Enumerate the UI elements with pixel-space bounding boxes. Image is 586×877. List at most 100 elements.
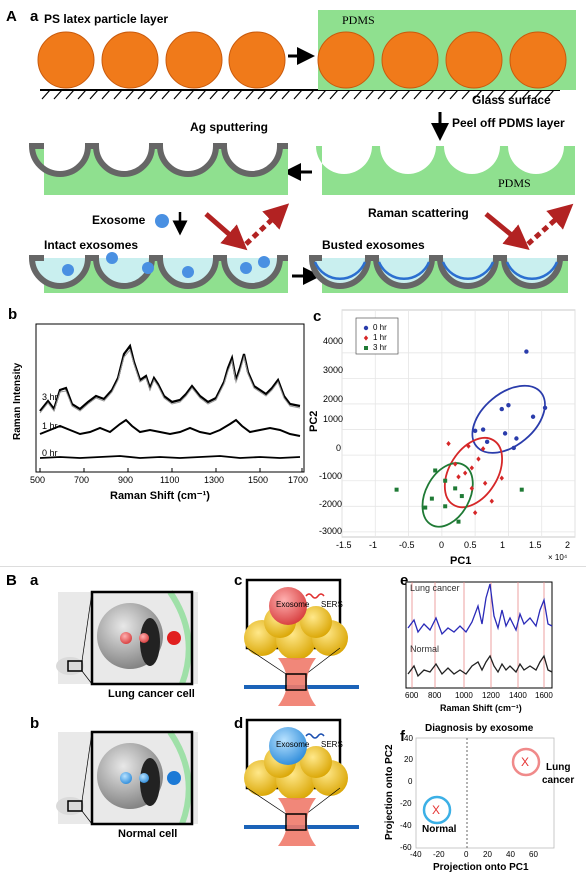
pca-point-0hr [542, 405, 548, 410]
f-xtick-0: 0 [464, 850, 469, 859]
f-normal-label: Normal [422, 824, 457, 835]
f-ylabel: Projection onto PC2 [384, 744, 395, 840]
pca-point-1hr [489, 498, 494, 504]
pca-ellipses [421, 384, 546, 528]
pca-point-3hr [459, 494, 464, 499]
pca-ytick-neg1000: -1000 [319, 471, 343, 481]
pca-ytick-1000: 1000 [323, 414, 344, 424]
lung-cancer-cell-illustration [56, 590, 198, 686]
f-xtick-60: 60 [529, 850, 538, 859]
f-ytick-neg60: -60 [400, 843, 412, 852]
pca-point-0hr [480, 427, 486, 432]
pca-point-1hr [480, 446, 486, 452]
pca-legend [355, 317, 399, 355]
pca-point-3hr [519, 487, 524, 492]
pca-point-0hr [484, 439, 490, 445]
subpanel-label-Bd: d [234, 715, 244, 732]
pca-point-3hr [429, 496, 434, 501]
pca-point-1hr [456, 474, 461, 480]
e-xtick-1200: 1200 [482, 691, 500, 700]
spectrum-lung-cancer [407, 583, 553, 636]
busted-exosome-film [313, 261, 559, 280]
peel-off-label: Peel off PDMS layer [452, 116, 565, 130]
spectrum-0hr [39, 455, 301, 459]
legend-3hr: 3 hr [373, 343, 387, 352]
pca-point-3hr [453, 486, 458, 491]
f-ytick-neg40: -40 [400, 821, 412, 830]
pdms-cavities-block [316, 146, 575, 195]
normal-cell-label: Normal cell [118, 828, 178, 840]
trace-label-1hr: 1 hr [42, 421, 58, 431]
panel-a-fabrication-diagram [28, 10, 576, 293]
pca-ytick-2000: 2000 [323, 394, 344, 404]
raman-spectra-chart [35, 323, 305, 473]
intact-exosomes-label: Intact exosomes [44, 238, 139, 252]
glass-surface-label: Glass surface [472, 93, 551, 107]
lung-cancer-marker-ring [511, 747, 541, 777]
f-xlabel: Projection onto PC1 [433, 862, 529, 873]
spectra-xlabel: Raman Shift (cm⁻¹) [110, 490, 210, 502]
glass-hatch [41, 89, 555, 100]
normal-cell-illustration [56, 730, 198, 826]
pca-ellipse-1 [443, 437, 503, 509]
pca-point-0hr [502, 431, 508, 436]
pca-ytick-0: 0 [336, 443, 342, 453]
f-ytick-0: 0 [408, 777, 413, 786]
panel-label-A: A [6, 8, 17, 25]
f-lung-label-2: cancer [542, 775, 575, 786]
pca-point-1hr [476, 456, 481, 462]
pca-point-0hr [530, 414, 536, 419]
exosome-label-c: Exosome [276, 600, 310, 609]
raman-scattering-label: Raman scattering [368, 206, 469, 220]
pca-scatter-chart [341, 309, 576, 538]
ps-layer-label: PS latex particle layer [44, 12, 169, 26]
trace-label-0hr: 0 hr [42, 448, 58, 458]
scatter-out-arrow-1 [244, 203, 290, 246]
pca-point-0hr [499, 406, 504, 412]
e-xtick-800: 800 [428, 691, 442, 700]
spectrum-1hr [39, 418, 301, 437]
spectra-xtick-1300: 1300 [204, 475, 225, 485]
pca-point-3hr [443, 478, 448, 483]
f-ytick-neg20: -20 [400, 799, 412, 808]
pca-point-3hr [423, 505, 428, 510]
pca-point-0hr [506, 403, 511, 408]
section-divider [0, 566, 586, 567]
subpanel-label-c: c [313, 308, 322, 325]
panel-e-spectra [405, 581, 553, 689]
spectra-frame [35, 323, 305, 473]
spectra-ylabel: Raman Intensity [12, 362, 23, 440]
subpanel-label-b: b [8, 306, 18, 323]
pca-x-exponent: × 10⁴ [548, 553, 568, 562]
spectra-xtick-1100: 1100 [160, 475, 180, 485]
subpanel-label-Ba: a [30, 572, 39, 589]
exosome-legend-dot [155, 214, 169, 228]
f-xtick-neg40: -40 [410, 850, 422, 859]
f-title: Diagnosis by exosome [425, 723, 534, 734]
spectrum-3hr [39, 343, 301, 412]
sers-red-exosome-illustration [244, 578, 359, 706]
f-xtick-20: 20 [483, 850, 492, 859]
pca-legend-box [355, 317, 399, 355]
legend-marker-1hr [363, 335, 369, 341]
panel-f-diagnosis-plot [415, 737, 555, 849]
subpanel-label-Bf: f [400, 728, 405, 745]
pca-point-0hr [524, 349, 529, 354]
pca-ytick-4000: 4000 [323, 336, 344, 346]
exosome-label: Exosome [92, 213, 146, 227]
e-xtick-1600: 1600 [535, 691, 553, 700]
sers-label-c: SERS [321, 600, 343, 609]
trace-label-3hr: 3 hr [42, 392, 58, 402]
e-xlabel: Raman Shift (cm⁻¹) [440, 703, 522, 713]
pca-xlabel: PC1 [450, 555, 472, 567]
e-lung-cancer-label: Lung cancer [410, 583, 460, 593]
pca-xtick-neg1: -1 [369, 540, 378, 550]
spectra-xticks [39, 468, 303, 472]
legend-0hr: 0 hr [373, 323, 387, 332]
pca-ylabel: PC2 [308, 410, 320, 432]
sers-label-d: SERS [321, 740, 343, 749]
busted-exosomes-label: Busted exosomes [322, 238, 425, 252]
pca-point-0hr [514, 436, 519, 441]
panel-B-illustrations [56, 578, 555, 849]
ps-particle-row [37, 31, 286, 89]
